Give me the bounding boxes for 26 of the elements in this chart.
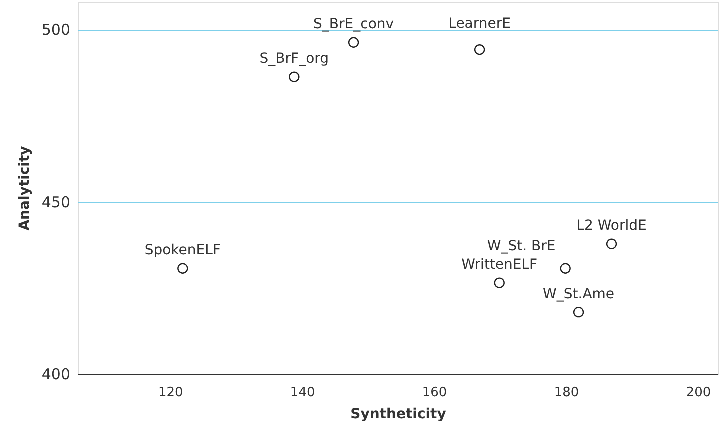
x-tick-label: 160 (422, 386, 448, 400)
x-tick-label: 200 (686, 386, 712, 400)
annotation: W_St. BrE (487, 238, 556, 255)
x-axis-title: Syntheticity (350, 406, 446, 422)
point (474, 44, 486, 56)
y-tick-label: 400 (42, 366, 70, 384)
annotation: L2 WorldE (576, 218, 647, 234)
y-tick-label: 450 (42, 193, 70, 212)
y-axis-title: Analyticity (16, 146, 33, 231)
annotation: S_BrE_conv (314, 16, 394, 33)
annotation: SpokenELF (144, 242, 221, 259)
x-tick-label: 140 (290, 386, 316, 400)
point (494, 278, 505, 288)
point (606, 238, 618, 250)
point (178, 263, 188, 274)
y-tick-label: 500 (42, 21, 70, 40)
point (560, 263, 571, 274)
point (573, 307, 584, 318)
annotation: S_BrF_org (260, 51, 330, 68)
x-tick-label: 180 (554, 386, 580, 400)
annotation: LearnerE (448, 16, 511, 32)
annotation: W_St.Ame (543, 286, 615, 302)
point (348, 37, 360, 48)
x-tick-label: 120 (158, 386, 184, 400)
annotation: WrittenELF (462, 257, 538, 274)
point (289, 72, 300, 82)
